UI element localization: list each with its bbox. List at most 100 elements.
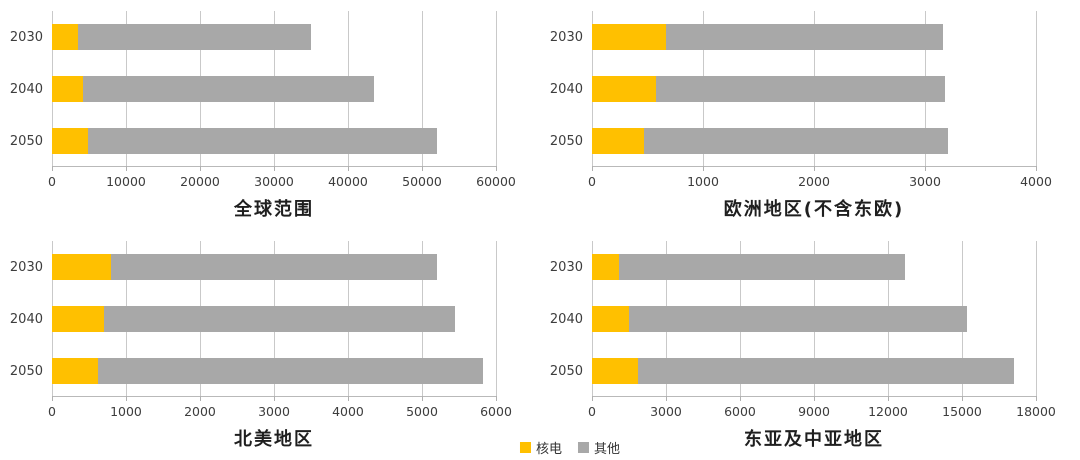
- plot-area: 0 1000 2000 3000 4000 5000 6000: [48, 241, 512, 419]
- x-tick-label: 0: [588, 174, 596, 189]
- nuclear-segment: [592, 24, 667, 50]
- y-axis-labels: 2030 2040 2050: [546, 11, 592, 167]
- axis-tick: [274, 396, 275, 401]
- stacked-bar: [52, 254, 496, 280]
- nuclear-segment: [52, 128, 89, 154]
- x-tick-label: 40000: [328, 174, 368, 189]
- nuclear-segment: [52, 76, 84, 102]
- nuclear-segment: [52, 306, 104, 332]
- plot-wrap: 2030 2040 2050 0 3000 6000 9000 12000 15000 1800…: [546, 236, 1056, 419]
- other-segment: [88, 128, 437, 154]
- axis-tick: [125, 396, 127, 401]
- stacked-bar: [52, 24, 496, 50]
- other-segment: [644, 128, 949, 154]
- axis-tick: [592, 166, 593, 171]
- stacked-bar: [592, 358, 1036, 384]
- bar-row: [592, 11, 1036, 63]
- y-category-label: 2040: [9, 81, 43, 97]
- bar-row: [52, 241, 496, 293]
- stacked-bar: [592, 24, 1036, 50]
- gridline: [496, 11, 497, 166]
- x-tick-label: 9000: [798, 404, 830, 419]
- x-tick-label: 4000: [1020, 174, 1052, 189]
- axis-tick: [496, 166, 497, 171]
- stacked-bar: [52, 306, 496, 332]
- nuclear-segment: [592, 76, 657, 102]
- axis-tick: [274, 166, 275, 171]
- axis-tick: [925, 166, 926, 171]
- x-tick-label: 3000: [909, 174, 941, 189]
- chart-title-north-america: 北美地区: [234, 429, 314, 450]
- x-tick-label: 2000: [184, 404, 216, 419]
- plot-wrap: 2030 2040 2050 0 1000 2000 3000 4000 5000 6000: [6, 236, 512, 419]
- x-tick-label: 18000: [1016, 404, 1056, 419]
- nuclear-segment: [592, 306, 629, 332]
- nuclear-segment: [592, 254, 619, 280]
- plot-wrap: 2030 2040 2050 0 1000 2000 3000 4000: [546, 6, 1052, 189]
- y-category-label: 2050: [549, 363, 583, 379]
- chart-title-east-central-asia: 东亚及中亚地区: [744, 429, 884, 450]
- y-category-label: 2050: [9, 363, 43, 379]
- y-category-label: 2040: [9, 311, 43, 327]
- legend-label-nuclear: 核电: [535, 442, 562, 457]
- x-tick-label: 1000: [687, 174, 719, 189]
- y-category-label: 2030: [549, 29, 583, 45]
- bar-row: [52, 293, 496, 345]
- stacked-bar: [592, 254, 1036, 280]
- other-segment: [83, 76, 374, 102]
- axis-tick: [52, 166, 53, 171]
- x-tick-label: 60000: [476, 174, 516, 189]
- bar-row: [592, 63, 1036, 115]
- plot-area: 0 3000 6000 9000 12000 15000 18000: [588, 241, 1056, 419]
- x-tick-label: 10000: [106, 174, 146, 189]
- legend-item-other: 其他: [578, 438, 620, 457]
- axis-tick: [199, 396, 201, 401]
- axis-tick: [347, 166, 349, 171]
- axis-tick: [887, 396, 889, 401]
- x-tick-label: 6000: [724, 404, 756, 419]
- x-tick-label: 15000: [942, 404, 982, 419]
- axis-tick: [422, 166, 423, 171]
- x-tick-label: 5000: [406, 404, 438, 419]
- gridline: [496, 241, 497, 396]
- other-segment: [77, 24, 311, 50]
- y-category-label: 2040: [549, 81, 583, 97]
- y-category-label: 2030: [9, 259, 43, 275]
- other-segment: [666, 24, 943, 50]
- chart-europe: 2030 2040 2050 0 1000 2000 3000 4000 欧洲地区(不含东欧…: [540, 0, 1080, 230]
- other-segment: [637, 358, 1014, 384]
- legend-item-nuclear: 核电: [519, 438, 562, 457]
- stacked-bar: [592, 76, 1036, 102]
- x-tick-label: 4000: [332, 404, 364, 419]
- axis-tick: [52, 396, 53, 401]
- y-axis-labels: 2030 2040 2050: [546, 241, 592, 397]
- axis-tick: [347, 396, 349, 401]
- stacked-bar: [52, 76, 496, 102]
- axis-tick: [739, 396, 741, 401]
- x-tick-label: 3000: [258, 404, 290, 419]
- y-category-label: 2050: [9, 133, 43, 149]
- bar-row: [52, 63, 496, 115]
- bar-row: [52, 11, 496, 63]
- axis-tick: [665, 396, 667, 401]
- x-tick-label: 0: [48, 174, 56, 189]
- axis-tick: [592, 396, 593, 401]
- x-tick-label: 6000: [480, 404, 512, 419]
- gridline: [422, 11, 423, 166]
- chart-global: 2030 2040 2050 0 10000 20000 30000 40000 50000 6…: [0, 0, 540, 230]
- chart-title-europe: 欧洲地区(不含东欧): [723, 199, 905, 220]
- axis-tick: [814, 166, 815, 171]
- y-category-label: 2040: [549, 311, 583, 327]
- nuclear-segment: [52, 358, 98, 384]
- axis-tick: [496, 396, 497, 401]
- legend-swatch-nuclear-icon: [519, 442, 531, 453]
- axis-tick: [814, 396, 815, 401]
- axis-tick: [125, 166, 127, 171]
- plot-area: 0 1000 2000 3000 4000: [588, 11, 1052, 189]
- x-tick-label: 2000: [798, 174, 830, 189]
- nuclear-segment: [52, 254, 112, 280]
- legend: 核电 其他: [519, 438, 620, 457]
- chart-east-central-asia: 2030 2040 2050 0 3000 6000 9000 12000 15000 1800…: [540, 230, 1080, 460]
- bar-row: [52, 345, 496, 397]
- x-tick-label: 1000: [110, 404, 142, 419]
